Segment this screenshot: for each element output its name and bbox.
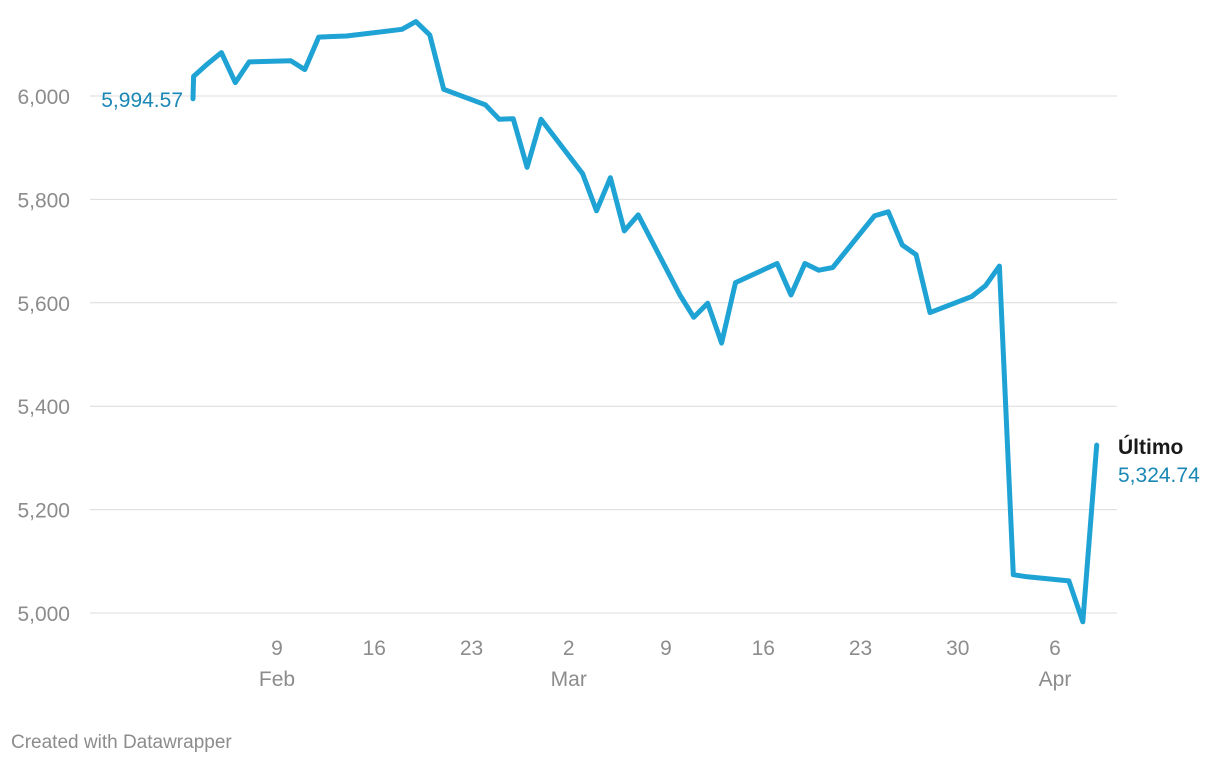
y-tick-label: 5,800 xyxy=(17,189,70,212)
y-tick-label: 5,200 xyxy=(17,500,70,523)
series-line xyxy=(190,19,1100,625)
x-month-label: Apr xyxy=(1039,668,1072,691)
x-tick-label: 23 xyxy=(849,637,872,660)
y-tick-label: 5,000 xyxy=(17,603,70,626)
y-tick-label: 5,400 xyxy=(17,396,70,419)
start-value-label: 5,994.57 xyxy=(101,89,183,112)
x-tick-label: 16 xyxy=(752,637,775,660)
gridlines xyxy=(90,95,1117,614)
series-layer xyxy=(190,19,1100,625)
y-axis-ticks: 5,000 5,200 5,400 5,600 5,800 6,000 xyxy=(17,86,70,626)
x-month-label: Feb xyxy=(259,668,295,691)
end-value-label: 5,324.74 xyxy=(1118,464,1200,487)
credit-text: Created with Datawrapper xyxy=(11,732,232,753)
end-label-title: Último xyxy=(1118,435,1183,459)
x-axis-ticks: 9 Feb 16 23 2 Mar 9 16 23 30 6 Apr xyxy=(259,637,1071,691)
y-tick-label: 6,000 xyxy=(17,86,70,109)
annotation-labels: 5,994.57 Último 5,324.74 xyxy=(101,89,1200,487)
x-tick-label: 6 xyxy=(1049,637,1061,660)
x-tick-label: 9 xyxy=(271,637,283,660)
x-tick-label: 30 xyxy=(946,637,969,660)
x-tick-label: 9 xyxy=(660,637,672,660)
x-tick-label: 23 xyxy=(460,637,483,660)
x-month-label: Mar xyxy=(551,668,587,691)
x-tick-label: 16 xyxy=(363,637,386,660)
y-tick-label: 5,600 xyxy=(17,293,70,316)
x-tick-label: 2 xyxy=(563,637,575,660)
